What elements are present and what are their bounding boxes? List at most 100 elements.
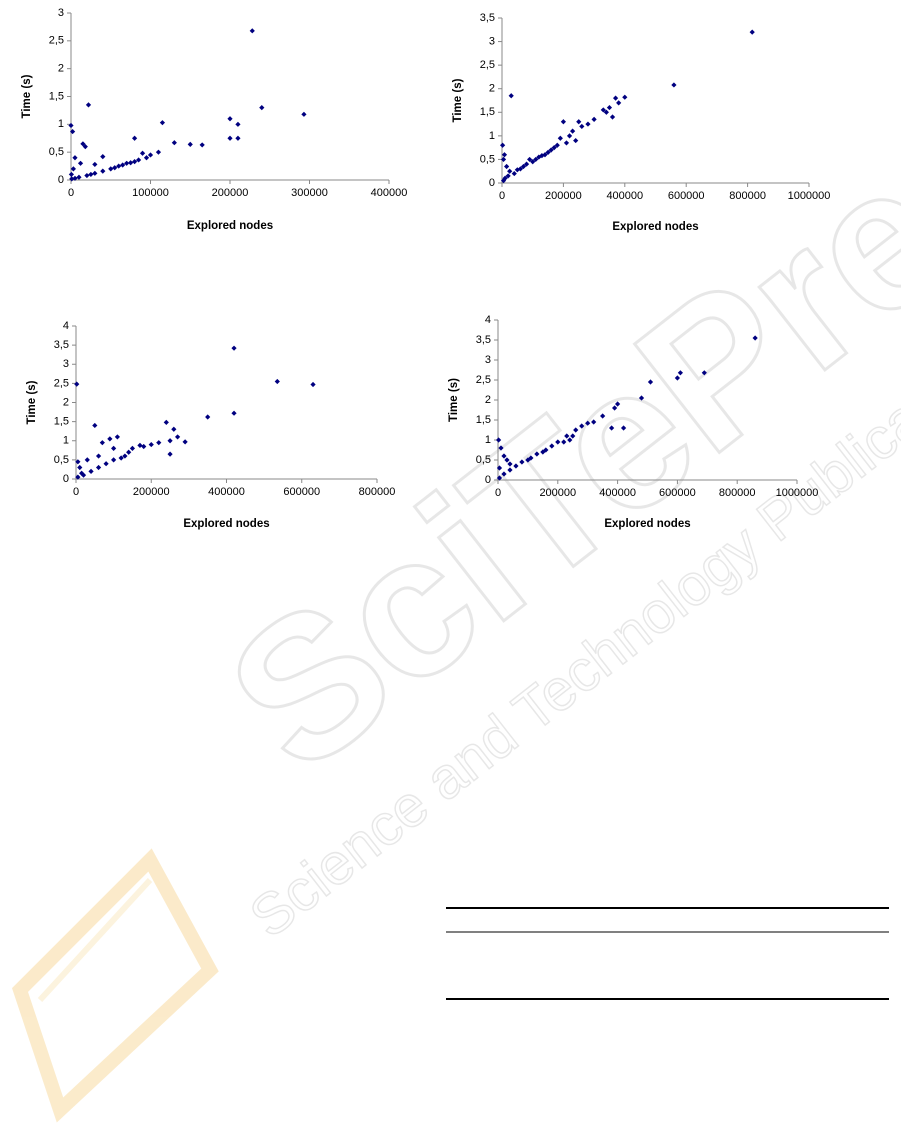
x-tick-label: 0	[495, 487, 501, 499]
y-tick-label: 1	[485, 434, 491, 446]
point	[507, 467, 513, 473]
y-tick-label: 1	[63, 435, 69, 447]
point	[519, 459, 525, 465]
point	[75, 474, 81, 480]
point	[498, 445, 504, 451]
point	[511, 170, 517, 177]
point	[111, 457, 117, 463]
point	[92, 161, 98, 168]
y-axis-title: Time (s)	[452, 78, 464, 122]
x-tick-label: 300000	[291, 187, 328, 199]
point	[84, 172, 90, 179]
point	[182, 439, 188, 445]
point	[85, 102, 92, 108]
point	[495, 437, 502, 443]
point	[528, 455, 534, 461]
point	[671, 82, 677, 88]
point	[92, 170, 98, 176]
point	[227, 135, 233, 141]
point	[564, 433, 570, 439]
x-axis-title: Explored nodes	[612, 221, 698, 233]
y-axis-title: Time (s)	[26, 380, 38, 424]
point	[609, 114, 616, 120]
y-tick-label: 0,5	[480, 153, 495, 165]
x-tick-label: 800000	[729, 190, 766, 202]
point	[310, 381, 316, 388]
x-tick-label: 800000	[719, 487, 756, 499]
point	[508, 93, 514, 99]
point	[520, 163, 527, 170]
point	[148, 441, 154, 448]
y-tick-label: 2	[489, 83, 495, 95]
x-tick-label: 600000	[668, 190, 705, 202]
point	[159, 120, 166, 126]
y-tick-label: 1,5	[476, 414, 491, 426]
y-tick-label: 1,5	[49, 90, 64, 102]
point	[167, 438, 173, 444]
point	[129, 445, 136, 451]
point	[591, 116, 597, 122]
point	[752, 335, 758, 341]
point	[171, 426, 177, 432]
point	[573, 137, 579, 144]
y-tick-label: 2	[63, 396, 69, 408]
point	[513, 463, 519, 469]
y-tick-label: 3	[58, 7, 64, 19]
point	[171, 140, 177, 146]
point	[79, 470, 85, 476]
x-tick-label: 600000	[659, 487, 696, 499]
point	[523, 161, 530, 167]
point	[579, 423, 585, 429]
point	[156, 440, 162, 446]
point	[505, 173, 511, 179]
point	[132, 135, 138, 141]
point	[88, 171, 94, 178]
x-tick-label: 400000	[371, 187, 408, 199]
watermark: SciTePress Science and Technology Public…	[188, 0, 901, 951]
point	[84, 457, 90, 463]
point	[174, 434, 181, 440]
y-tick-label: 2,5	[49, 35, 64, 47]
y-tick-label: 4	[63, 320, 69, 332]
point	[514, 167, 520, 173]
point	[525, 457, 531, 463]
point	[600, 107, 606, 113]
point	[74, 381, 80, 387]
y-tick-label: 3,5	[480, 12, 495, 24]
y-tick-label: 1,5	[54, 416, 69, 428]
x-tick-label: 100000	[132, 187, 169, 199]
point	[135, 157, 142, 163]
point	[674, 375, 680, 381]
point	[551, 145, 557, 151]
x-tick-label: 400000	[606, 190, 643, 202]
y-tick-label: 3	[485, 354, 491, 366]
y-tick-label: 3,5	[476, 334, 491, 346]
x-tick-label: 0	[68, 187, 74, 199]
x-tick-label: 200000	[545, 190, 582, 202]
point	[155, 149, 162, 155]
point	[496, 465, 503, 471]
point	[548, 147, 554, 153]
y-tick-label: 2,5	[54, 377, 69, 389]
point	[570, 433, 576, 439]
point	[500, 142, 506, 148]
point	[507, 461, 513, 467]
point	[108, 166, 114, 172]
y-tick-label: 3	[63, 358, 69, 370]
charts: 0 0,5 1 1,5 2 2,5 3 0 100000 200000 300000 400000 Ex…	[21, 7, 830, 530]
chart: 0 0,5 1 1,5 2 2,5 3 3,5 0 200000 400000 600000 80000…	[452, 12, 830, 233]
point	[249, 28, 255, 34]
y-tick-label: 0,5	[476, 454, 491, 466]
x-axis-title: Explored nodes	[604, 518, 690, 530]
point	[107, 436, 113, 442]
point	[163, 419, 169, 425]
point	[566, 133, 573, 139]
point	[600, 413, 606, 419]
point	[95, 453, 102, 459]
point	[496, 475, 503, 481]
point	[530, 159, 536, 165]
y-tick-label: 0	[489, 177, 495, 189]
point	[139, 150, 146, 156]
y-tick-label: 3	[489, 35, 495, 47]
y-axis-title: Time (s)	[448, 378, 460, 422]
